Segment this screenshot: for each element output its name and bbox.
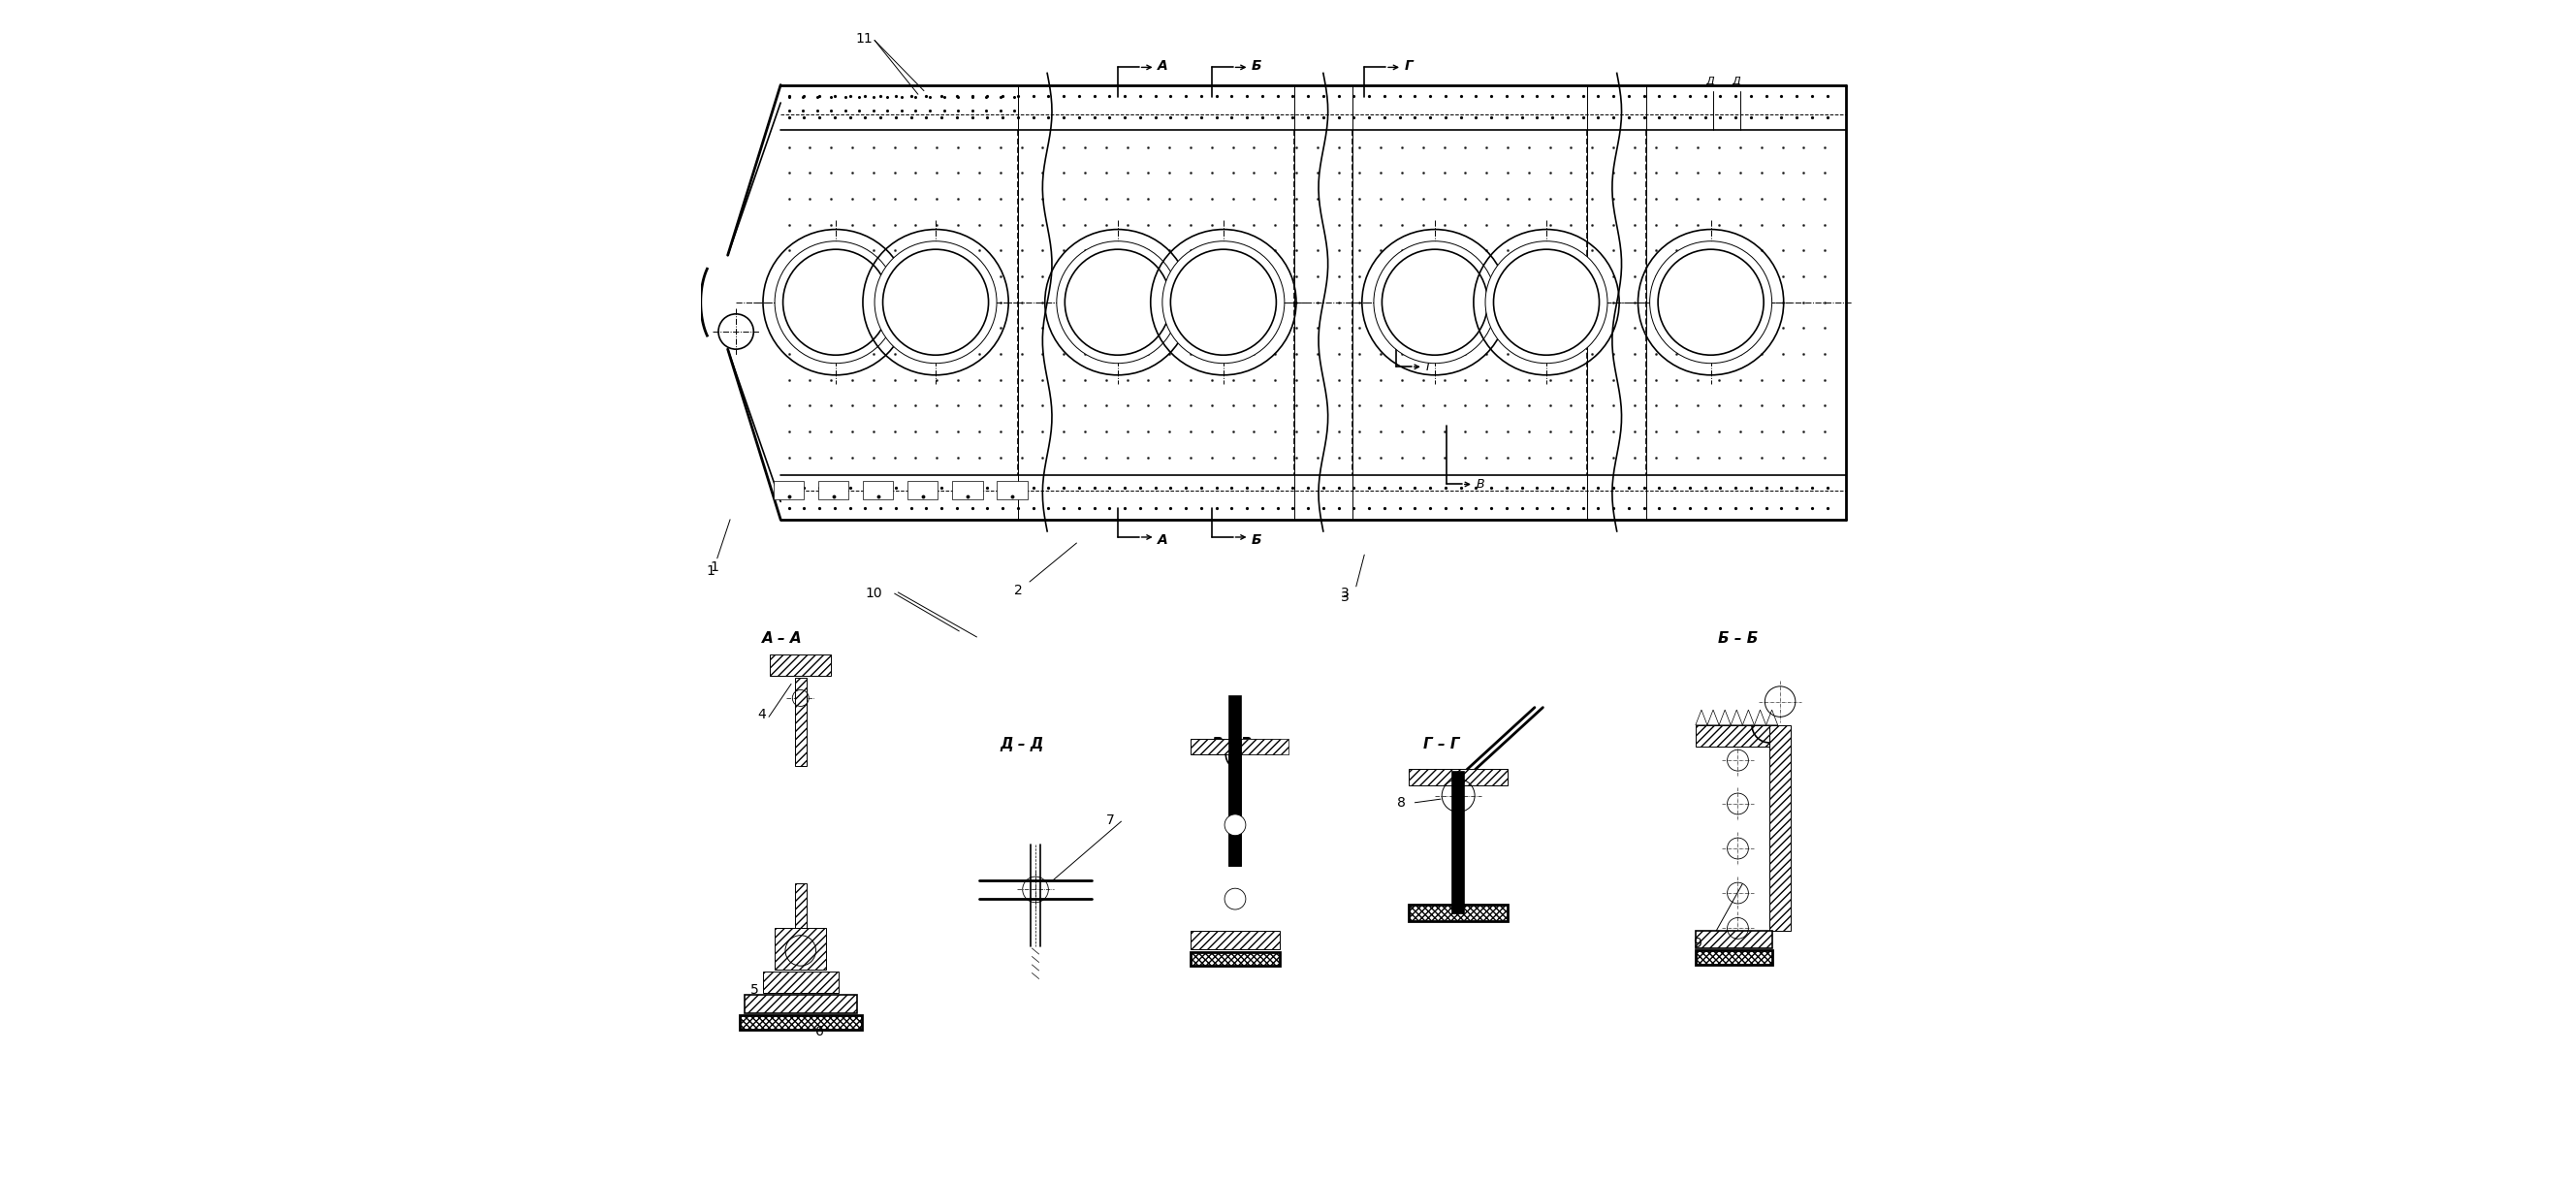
Text: 1: 1 bbox=[706, 564, 716, 578]
Bar bbox=[1453, 772, 1463, 913]
Text: 3: 3 bbox=[1342, 586, 1350, 601]
Bar bbox=[997, 480, 1028, 499]
Circle shape bbox=[775, 241, 896, 363]
Bar bbox=[1190, 952, 1280, 966]
Text: Б: Б bbox=[1252, 533, 1262, 548]
Text: o: o bbox=[1234, 894, 1236, 903]
Bar bbox=[1695, 931, 1772, 949]
Bar bbox=[1190, 931, 1280, 950]
Circle shape bbox=[1494, 249, 1600, 355]
Bar bbox=[863, 480, 894, 499]
Circle shape bbox=[1224, 889, 1247, 910]
Polygon shape bbox=[1741, 710, 1754, 725]
Bar bbox=[1229, 696, 1242, 742]
Text: 10: 10 bbox=[866, 586, 881, 601]
Circle shape bbox=[1649, 241, 1772, 363]
Polygon shape bbox=[1718, 710, 1731, 725]
Circle shape bbox=[1486, 241, 1607, 363]
Text: Б: Б bbox=[1252, 59, 1262, 73]
Text: Г: Г bbox=[1425, 361, 1432, 374]
Circle shape bbox=[1224, 814, 1247, 835]
Circle shape bbox=[1064, 249, 1170, 355]
Bar bbox=[770, 655, 832, 676]
Text: 2: 2 bbox=[1015, 584, 1023, 598]
Circle shape bbox=[783, 249, 889, 355]
Circle shape bbox=[876, 241, 997, 363]
Text: 3: 3 bbox=[1342, 590, 1350, 604]
Text: А – А: А – А bbox=[762, 631, 801, 645]
Bar bbox=[1695, 951, 1772, 965]
Polygon shape bbox=[1754, 710, 1767, 725]
Circle shape bbox=[1162, 241, 1285, 363]
Bar bbox=[775, 929, 827, 970]
Text: 1: 1 bbox=[711, 560, 719, 575]
Circle shape bbox=[1659, 249, 1765, 355]
Text: Г: Г bbox=[1404, 59, 1412, 73]
Bar bbox=[1695, 725, 1772, 746]
Polygon shape bbox=[1695, 710, 1708, 725]
Text: В – В: В – В bbox=[1211, 736, 1252, 752]
Text: 5: 5 bbox=[750, 983, 757, 997]
Circle shape bbox=[1056, 241, 1180, 363]
Bar bbox=[796, 884, 806, 966]
Bar bbox=[907, 480, 938, 499]
Text: 4: 4 bbox=[757, 708, 765, 721]
Text: 8: 8 bbox=[1396, 795, 1406, 809]
Bar bbox=[1242, 739, 1288, 754]
Text: Б – Б: Б – Б bbox=[1718, 631, 1757, 645]
Text: В: В bbox=[1476, 478, 1484, 491]
Text: 11: 11 bbox=[855, 32, 873, 46]
Text: 7: 7 bbox=[1105, 813, 1115, 827]
Text: 9: 9 bbox=[1692, 937, 1703, 950]
Text: Д: Д bbox=[1705, 77, 1713, 86]
Text: 6: 6 bbox=[817, 1024, 824, 1038]
Polygon shape bbox=[1767, 710, 1777, 725]
Bar bbox=[744, 995, 858, 1012]
Circle shape bbox=[1373, 241, 1497, 363]
Bar bbox=[1409, 905, 1507, 922]
Text: Д: Д bbox=[1734, 77, 1741, 86]
Polygon shape bbox=[1731, 710, 1741, 725]
Text: Г – Г: Г – Г bbox=[1422, 736, 1461, 752]
Bar bbox=[1229, 742, 1242, 866]
Bar bbox=[1409, 768, 1507, 785]
Bar bbox=[1770, 725, 1790, 931]
Bar bbox=[1229, 742, 1242, 866]
Bar bbox=[1190, 739, 1280, 754]
Text: А: А bbox=[1157, 59, 1167, 73]
Text: o: o bbox=[1234, 820, 1236, 830]
Circle shape bbox=[1381, 249, 1489, 355]
Circle shape bbox=[884, 249, 989, 355]
Bar bbox=[953, 480, 981, 499]
Bar bbox=[819, 480, 848, 499]
Circle shape bbox=[1170, 249, 1275, 355]
Bar bbox=[762, 972, 837, 992]
Bar bbox=[739, 1015, 860, 1029]
Bar bbox=[796, 678, 806, 766]
Text: Д – Д: Д – Д bbox=[999, 736, 1043, 752]
Bar bbox=[773, 480, 804, 499]
Polygon shape bbox=[1708, 710, 1718, 725]
Text: А: А bbox=[1157, 533, 1167, 548]
